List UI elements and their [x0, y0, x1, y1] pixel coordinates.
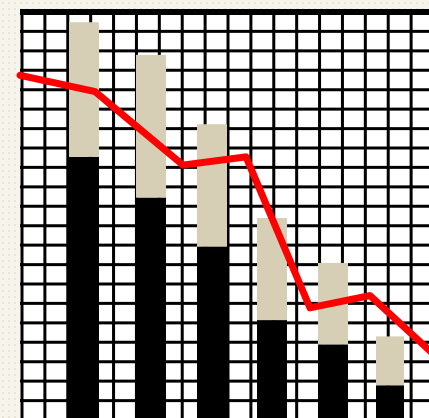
bar-lower-segment	[318, 344, 348, 418]
trend-line	[16, 71, 429, 355]
bar-lower-segment	[69, 156, 99, 418]
bar-lower-segment	[376, 385, 404, 418]
trend-line-layer	[16, 71, 429, 355]
bar-lower-segment	[197, 246, 227, 418]
bar-lower-segment	[257, 320, 287, 418]
bar-upper-segment	[197, 124, 227, 247]
bar-upper-segment	[376, 336, 404, 386]
bar-lower-segment	[136, 197, 166, 418]
bar-series	[69, 22, 404, 418]
bar-upper-segment	[257, 218, 287, 321]
grid	[20, 9, 429, 418]
